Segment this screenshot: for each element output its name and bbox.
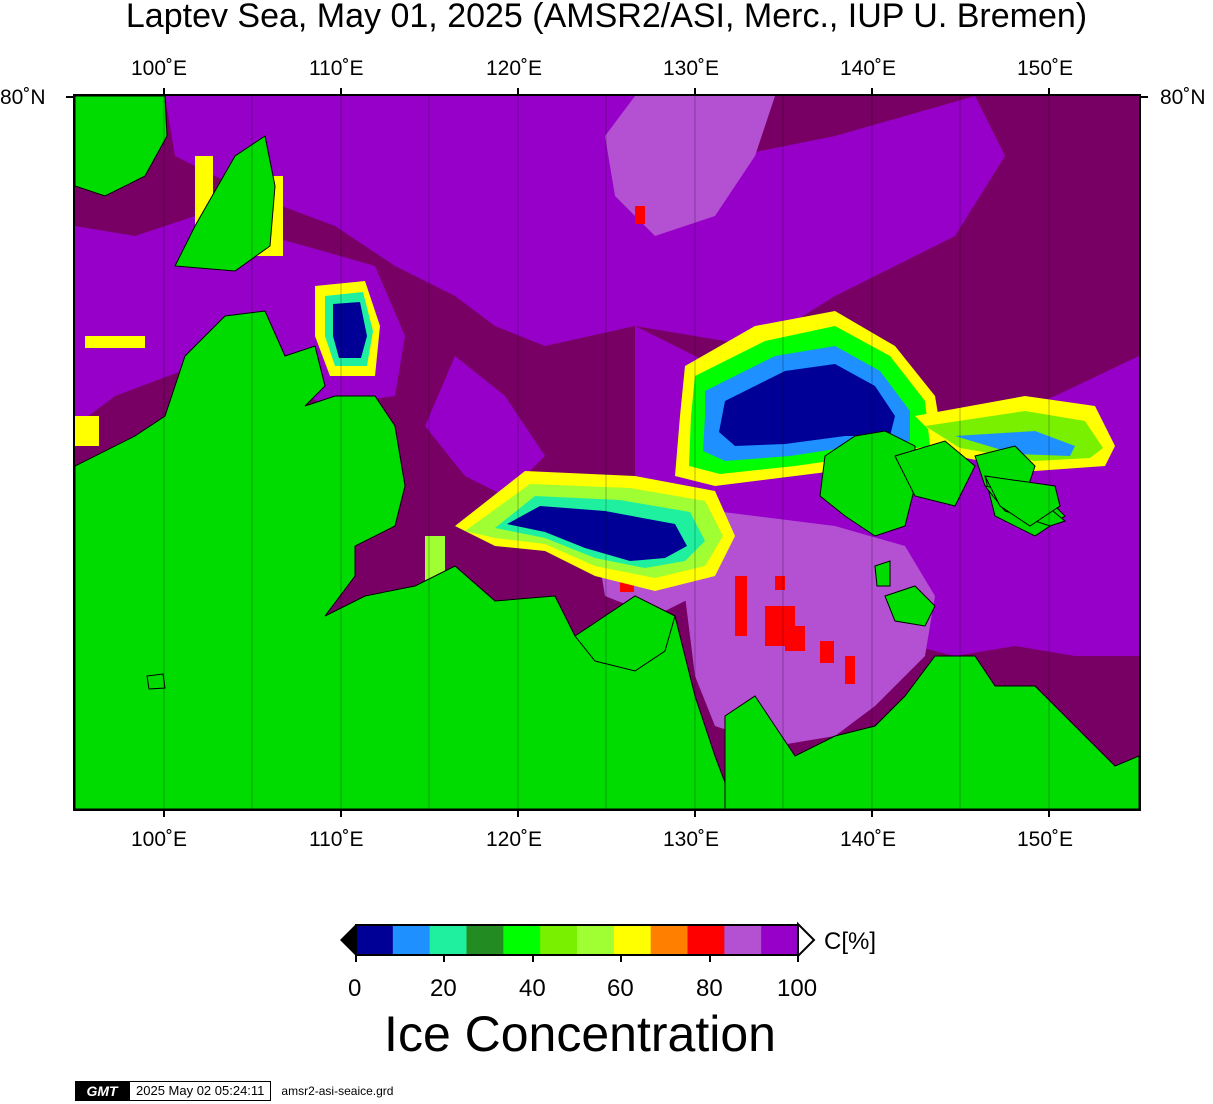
gmt-logo: GMT <box>75 1081 129 1101</box>
colorbar-tick-40: 40 <box>519 975 546 1002</box>
colorbar-left-triangle <box>340 924 356 956</box>
colorbar-tick-60: 60 <box>607 975 634 1002</box>
land-kotelny-island <box>819 430 916 537</box>
lon-label-bottom-130: 130˚E <box>663 828 720 851</box>
polynya-west <box>425 471 735 591</box>
colorbar-segment-9 <box>687 925 725 955</box>
colorbar-title: Ice Concentration <box>384 1006 776 1062</box>
lon-label-top-150: 150˚E <box>1017 57 1074 80</box>
colorbar-segment-1 <box>392 925 431 955</box>
grid-filename: amsr2-asi-seaice.grd <box>281 1084 394 1098</box>
lat-label-right: 80˚N <box>1160 86 1206 109</box>
colorbar-segment-6 <box>577 925 615 955</box>
lon-label-bottom-110: 110˚E <box>309 828 364 851</box>
lon-label-bottom-140: 140˚E <box>840 828 897 851</box>
land <box>75 96 1139 809</box>
colorbar-tick-20: 20 <box>430 975 457 1002</box>
colorbar-segment-5 <box>540 925 578 955</box>
lon-label-top-130: 130˚E <box>663 57 720 80</box>
colorbar-segment-8 <box>650 925 688 955</box>
colorbar-segment-11 <box>761 925 799 955</box>
frame-ticks <box>66 88 1148 817</box>
land-bolshoy-lyakhovsky <box>884 585 936 627</box>
land-far-east-island <box>984 475 1061 527</box>
lon-label-top-100: 100˚E <box>131 57 188 80</box>
lon-label-bottom-100: 100˚E <box>131 828 188 851</box>
land-east-coast <box>724 655 1139 809</box>
map-title: Laptev Sea, May 01, 2025 (AMSR2/ASI, Mer… <box>125 0 1088 35</box>
land-severnaya-zemlya <box>174 135 276 272</box>
land-new-siberia-island <box>894 440 976 507</box>
polynya-east <box>675 311 945 486</box>
colorbar-segment-2 <box>429 925 467 955</box>
lat-label-left: 80˚N <box>0 86 46 109</box>
colorbar-segment-3 <box>466 925 504 955</box>
land-north-island <box>75 96 168 197</box>
colorbar-segment-7 <box>613 925 652 955</box>
polynya-northwest <box>315 281 380 376</box>
colorbar-unit: C[%] <box>824 928 877 955</box>
footer: GMT 2025 May 02 05:24:11 amsr2-asi-seaic… <box>75 1080 393 1102</box>
land-lena-delta <box>574 595 676 672</box>
sea-ice-map <box>73 94 1141 811</box>
lon-label-bottom-150: 150˚E <box>1017 828 1074 851</box>
colorbar-segment-0 <box>356 925 394 955</box>
colorbar-tick-80: 80 <box>696 975 723 1002</box>
colorbar-right-triangle <box>797 921 816 959</box>
land-small-island-2 <box>146 673 166 690</box>
lon-label-top-140: 140˚E <box>840 57 897 80</box>
ice-85-patches <box>620 206 855 684</box>
lon-label-top-110: 110˚E <box>309 57 364 80</box>
colorbar-tick-100: 100 <box>777 975 818 1002</box>
graticule <box>163 96 1050 809</box>
lon-label-bottom-120: 120˚E <box>486 828 543 851</box>
colorbar-segment-10 <box>724 925 762 955</box>
colorbar <box>340 921 816 962</box>
polynya-east-arm <box>915 396 1115 471</box>
lon-label-top-120: 120˚E <box>486 57 543 80</box>
land-small-island-1 <box>874 560 891 587</box>
colorbar-segment-4 <box>503 925 541 955</box>
colorbar-tick-0: 0 <box>348 975 362 1002</box>
timestamp: 2025 May 02 05:24:11 <box>129 1081 272 1101</box>
